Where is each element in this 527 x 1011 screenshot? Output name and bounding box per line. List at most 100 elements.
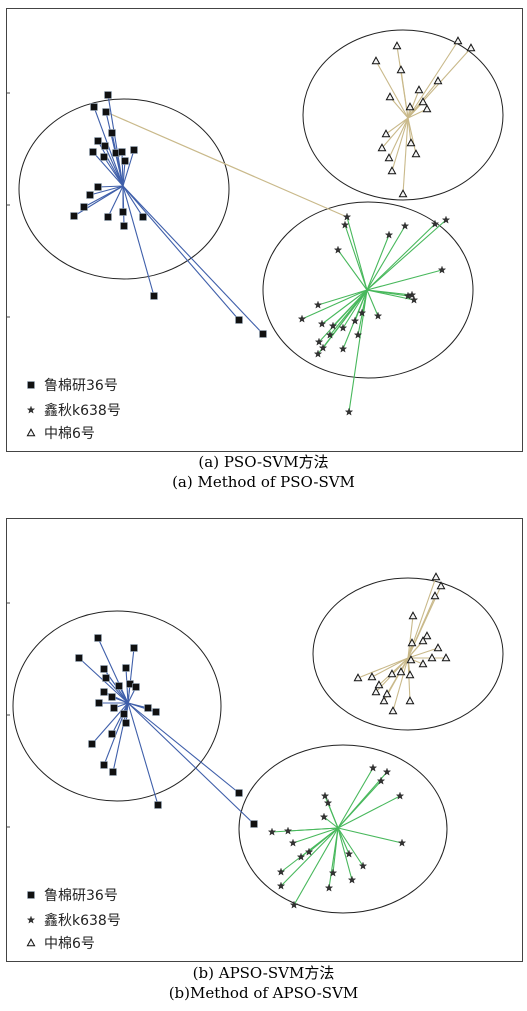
- spoke-line-b-2-12: [357, 657, 409, 679]
- data-point-a-0-3: [108, 129, 116, 137]
- data-point-b-1-15: [397, 838, 407, 847]
- data-point-b-1-12: [328, 868, 338, 877]
- data-point-b-1-6: [319, 812, 329, 821]
- cluster-a-2: [371, 36, 476, 198]
- spoke-line-a-1-4: [366, 225, 406, 291]
- data-point-a-1-12: [357, 308, 367, 317]
- data-point-b-0-3: [100, 665, 108, 673]
- data-point-b-1-18: [324, 883, 334, 892]
- spoke-line-a-0-16: [107, 185, 124, 218]
- data-point-a-0-15: [70, 212, 78, 220]
- spoke-line-b-1-18: [328, 827, 339, 889]
- cluster-a-1: [297, 212, 451, 416]
- data-point-b-0-23: [250, 820, 258, 828]
- spoke-line-b-1-20: [293, 827, 339, 906]
- data-point-b-2-22: [405, 670, 415, 679]
- data-point-b-0-9: [100, 688, 108, 696]
- spoke-line-a-0-0: [107, 94, 124, 187]
- spoke-line-a-1-15: [301, 289, 368, 320]
- spoke-line-a-0-12: [97, 185, 124, 188]
- cluster-boundary-a-0: [18, 98, 230, 280]
- data-point-a-2-16: [387, 166, 397, 175]
- data-point-b-0-14: [120, 710, 128, 718]
- data-point-b-2-13: [367, 672, 377, 681]
- data-point-a-0-0: [104, 91, 112, 99]
- data-point-a-0-22: [259, 330, 267, 338]
- spoke-line-b-0-18: [91, 702, 129, 745]
- data-point-b-0-22: [235, 789, 243, 797]
- caption-b-en: (b)Method of APSO-SVM: [168, 984, 359, 1002]
- data-point-a-1-22: [318, 343, 328, 352]
- spoke-line-a-0-18: [122, 185, 125, 227]
- spoke-line-b-2-7: [407, 647, 439, 659]
- data-point-a-2-0: [371, 56, 381, 65]
- spoke-line-b-2-3: [407, 615, 414, 659]
- data-point-b-1-10: [304, 847, 314, 856]
- data-point-b-0-11: [95, 699, 103, 707]
- data-point-b-1-2: [376, 776, 386, 785]
- data-point-a-0-2: [102, 108, 110, 116]
- data-point-b-0-12: [110, 704, 118, 712]
- data-point-a-0-18: [120, 222, 128, 230]
- cluster-boundary-b-2: [312, 577, 504, 731]
- spoke-line-a-1-13: [342, 289, 368, 329]
- spoke-line-a-2-12: [381, 117, 409, 149]
- spoke-line-b-1-4: [337, 795, 401, 829]
- data-point-b-1-11: [296, 852, 306, 861]
- data-point-a-1-21: [314, 337, 324, 346]
- spoke-line-a-2-17: [402, 117, 409, 195]
- spoke-line-b-0-22: [127, 702, 240, 794]
- data-point-a-0-14: [80, 203, 88, 211]
- data-point-b-0-15: [152, 708, 160, 716]
- data-point-b-1-19: [276, 881, 286, 890]
- data-point-a-0-17: [119, 208, 127, 216]
- legend-label-b-2: 中棉6号: [44, 935, 95, 952]
- spoke-line-a-1-11: [366, 289, 379, 317]
- data-point-a-0-13: [86, 191, 94, 199]
- bridge-line-a-0: [105, 111, 348, 218]
- spoke-line-a-2-6: [389, 96, 409, 119]
- spoke-line-b-0-0: [97, 637, 129, 704]
- data-point-b-1-9: [288, 838, 298, 847]
- spoke-line-a-1-23: [317, 289, 368, 355]
- data-point-a-2-14: [411, 149, 421, 158]
- spoke-line-a-1-7: [366, 269, 443, 291]
- spoke-line-a-2-11: [385, 117, 409, 135]
- data-point-a-0-11: [121, 157, 129, 165]
- data-point-a-0-12: [94, 183, 102, 191]
- spoke-line-a-0-10: [122, 149, 135, 187]
- spoke-line-a-0-22: [122, 185, 264, 335]
- data-point-a-1-2: [340, 220, 350, 229]
- data-point-b-1-3: [320, 791, 330, 800]
- data-point-a-2-7: [405, 102, 415, 111]
- data-point-a-0-4: [94, 137, 102, 145]
- data-point-a-1-1: [333, 245, 343, 254]
- spoke-line-a-0-7: [103, 156, 124, 187]
- spoke-line-a-0-11: [122, 160, 126, 187]
- data-point-a-2-2: [396, 65, 406, 74]
- data-point-a-2-8: [418, 97, 428, 106]
- data-point-b-0-2: [75, 654, 83, 662]
- spoke-line-a-2-15: [388, 117, 409, 159]
- spoke-line-a-0-21: [122, 185, 240, 321]
- data-point-a-0-21: [235, 316, 243, 324]
- legend-marker-b-0: [27, 891, 35, 899]
- data-point-b-2-7: [433, 643, 443, 652]
- data-point-b-1-5: [323, 798, 333, 807]
- data-point-a-1-11: [373, 311, 383, 320]
- cluster-boundary-a-1: [262, 201, 474, 379]
- data-point-a-1-20: [325, 330, 335, 339]
- data-point-a-0-16: [104, 213, 112, 221]
- legend-marker-a-0: [27, 381, 35, 389]
- spoke-line-b-1-13: [337, 827, 350, 855]
- cluster-b-0: [75, 634, 258, 828]
- spoke-line-a-1-5: [366, 223, 436, 291]
- spoke-line-b-0-5: [105, 677, 129, 704]
- data-point-b-2-12: [353, 673, 363, 682]
- caption-a-cn: (a) PSO-SVM方法: [198, 453, 329, 471]
- spoke-line-b-1-6: [323, 816, 339, 829]
- data-point-a-2-12: [377, 143, 387, 152]
